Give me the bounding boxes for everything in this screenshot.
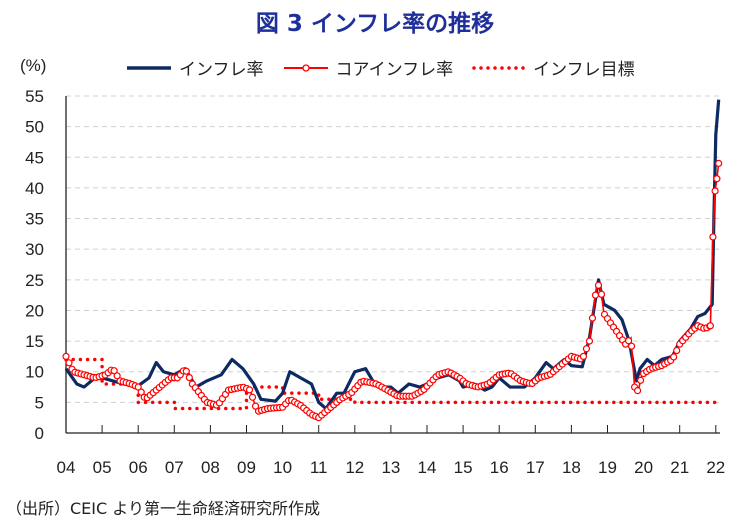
y-tick-label: 10	[25, 363, 44, 382]
x-tick-label: 07	[165, 458, 184, 477]
core-inflation-marker	[709, 233, 717, 241]
y-tick-label: 45	[25, 148, 44, 167]
legend-item-target: インフレ目標	[471, 55, 635, 80]
core-inflation-marker	[585, 337, 594, 345]
y-tick-label: 0	[35, 424, 44, 443]
y-tick-label: 20	[25, 301, 44, 320]
series-line-inflation	[64, 99, 721, 411]
core-inflation-marker	[713, 175, 721, 183]
y-tick-label: 55	[25, 87, 44, 106]
y-tick-label: 40	[25, 179, 44, 198]
core-inflation-marker	[624, 337, 633, 345]
source-note: （出所）CEIC より第一生命経済研究所作成	[6, 499, 320, 518]
x-tick-label: 13	[381, 458, 400, 477]
y-tick-label: 15	[25, 332, 44, 351]
core-inflation-marker	[706, 322, 714, 330]
core-inflation-marker	[670, 353, 678, 361]
core-inflation-marker	[65, 359, 73, 367]
x-tick-label: 16	[490, 458, 509, 477]
x-tick-label: 09	[237, 458, 256, 477]
core-inflation-marker	[113, 372, 121, 380]
core-inflation-marker	[588, 314, 597, 322]
core-inflation-marker	[62, 352, 70, 361]
legend: インフレ率 コアインフレ率 インフレ目標	[125, 55, 653, 80]
x-tick-label: 05	[93, 458, 112, 477]
x-tick-label: 08	[201, 458, 220, 477]
x-tick-label: 22	[706, 458, 725, 477]
legend-swatch-core	[283, 63, 328, 72]
legend-swatch-headline	[127, 65, 171, 70]
x-tick-label: 18	[562, 458, 581, 477]
legend-item-core: コアインフレ率	[282, 55, 454, 80]
legend-label: インフレ率	[179, 60, 264, 80]
core-inflation-marker	[673, 346, 681, 355]
core-inflation-marker	[715, 159, 723, 167]
core-inflation-marker	[633, 387, 642, 395]
core-inflation-marker	[182, 367, 190, 375]
core-inflation-marker	[110, 367, 118, 375]
x-tick-label: 15	[454, 458, 473, 477]
core-inflation-marker	[579, 352, 588, 361]
y-tick-label: 50	[25, 118, 44, 137]
core-inflation-marker	[594, 281, 603, 289]
legend-label: コアインフレ率	[335, 60, 454, 80]
x-tick-label: 14	[418, 458, 437, 477]
y-tick-label: 5	[35, 393, 44, 412]
x-tick-label: 19	[598, 458, 617, 477]
core-inflation-marker	[711, 187, 719, 195]
core-inflation-marker	[597, 290, 606, 298]
x-tick-label: 21	[670, 458, 689, 477]
x-tick-label: 06	[129, 458, 148, 477]
y-axis-unit: (%)	[20, 56, 47, 75]
core-inflation-marker	[591, 291, 600, 299]
core-inflation-marker	[137, 388, 145, 396]
y-tick-label: 35	[25, 210, 44, 229]
y-tick-label: 25	[25, 271, 44, 290]
core-inflation-marker	[582, 345, 591, 353]
legend-item-headline: インフレ率	[125, 55, 264, 80]
legend-swatch-target	[472, 65, 527, 70]
core-inflation-marker	[251, 402, 260, 410]
y-tick-label: 30	[25, 240, 44, 259]
chart-title: 図 3 インフレ率の推移	[255, 11, 495, 37]
core-inflation-marker	[134, 383, 142, 391]
x-tick-label: 04	[57, 458, 76, 477]
x-tick-label: 17	[526, 458, 545, 477]
core-inflation-marker	[185, 373, 193, 382]
x-tick-label: 11	[310, 458, 328, 477]
legend-label: インフレ目標	[533, 60, 635, 80]
core-inflation-marker	[627, 342, 636, 350]
x-tick-label: 12	[345, 458, 364, 477]
x-tick-label: 20	[634, 458, 653, 477]
core-inflation-marker	[248, 393, 257, 401]
x-tick-label: 10	[273, 458, 292, 477]
core-inflation-marker	[636, 376, 645, 384]
core-inflation-marker	[245, 386, 254, 394]
